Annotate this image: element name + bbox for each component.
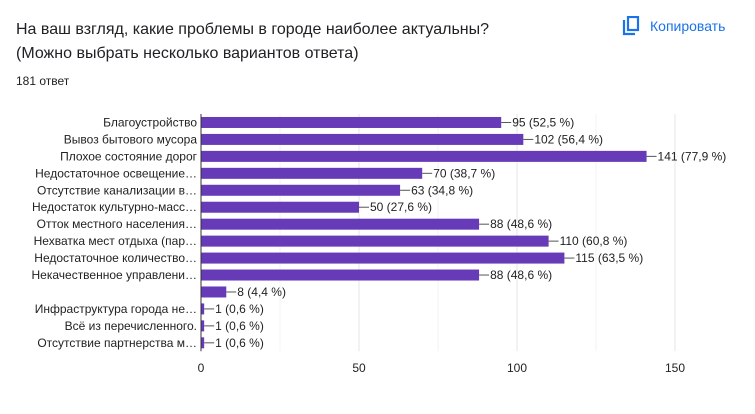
category-label: Недостаток культурно-масс… [32, 200, 197, 214]
category-label: Нехватка мест отдыха (пар… [34, 234, 197, 248]
category-label: Благоустройство [103, 115, 197, 129]
data-label: 8 (4,4 %) [237, 285, 286, 299]
bar [201, 286, 227, 298]
data-label: 1 (0,6 %) [215, 336, 264, 350]
data-label: 1 (0,6 %) [215, 319, 264, 333]
category-label: Недостаточное количество… [34, 251, 197, 265]
copy-button[interactable]: Копировать [622, 16, 725, 36]
bar [201, 235, 549, 247]
copy-icon [622, 16, 640, 36]
data-label: 88 (48,6 %) [490, 268, 552, 282]
data-label: 102 (56,4 %) [534, 132, 603, 146]
bar [201, 133, 524, 145]
copy-label: Копировать [650, 18, 726, 34]
bar [201, 320, 205, 332]
bar [201, 337, 205, 349]
bar [201, 150, 647, 162]
category-label: Всё из перечисленного. [65, 319, 197, 333]
data-label: 70 (38,7 %) [433, 166, 495, 180]
category-label: Вывоз бытового мусора [64, 132, 198, 146]
category-label: Отсутствие партнерства м… [37, 336, 197, 350]
bar [201, 201, 359, 213]
category-label: Некачественное управлени… [32, 268, 198, 282]
x-tick-label: 150 [665, 361, 685, 375]
data-label: 50 (27,6 %) [370, 200, 432, 214]
data-label: 141 (77,9 %) [658, 149, 727, 163]
data-label: 1 (0,6 %) [215, 302, 264, 316]
data-label: 88 (48,6 %) [490, 217, 552, 231]
category-label: Отток местного населения… [37, 217, 197, 231]
title-line-2: (Можно выбрать несколько вариантов ответ… [16, 45, 359, 62]
bar [201, 116, 502, 128]
bar [201, 184, 401, 196]
title-line-1: На ваш взгляд, какие проблемы в городе н… [16, 21, 490, 38]
category-label: Плохое состояние дорог [60, 149, 198, 163]
response-count: 181 ответ [16, 74, 70, 88]
bar [201, 167, 423, 179]
bar [201, 252, 565, 264]
x-tick-label: 100 [507, 361, 527, 375]
bar [201, 303, 205, 315]
bar [201, 269, 480, 281]
data-label: 95 (52,5 %) [512, 115, 574, 129]
category-label: Недостаточное освещение… [35, 166, 197, 180]
bar [201, 218, 480, 230]
category-label: Отсутствие канализации в… [37, 183, 197, 197]
data-label: 110 (60,8 %) [560, 234, 628, 248]
question-title: На ваш взгляд, какие проблемы в городе н… [16, 18, 489, 66]
data-label: 115 (63,5 %) [575, 251, 643, 265]
data-label: 63 (34,8 %) [411, 183, 473, 197]
category-label: Инфраструктура города не… [35, 302, 197, 316]
x-tick-label: 50 [352, 361, 366, 375]
x-tick-label: 0 [198, 361, 205, 375]
